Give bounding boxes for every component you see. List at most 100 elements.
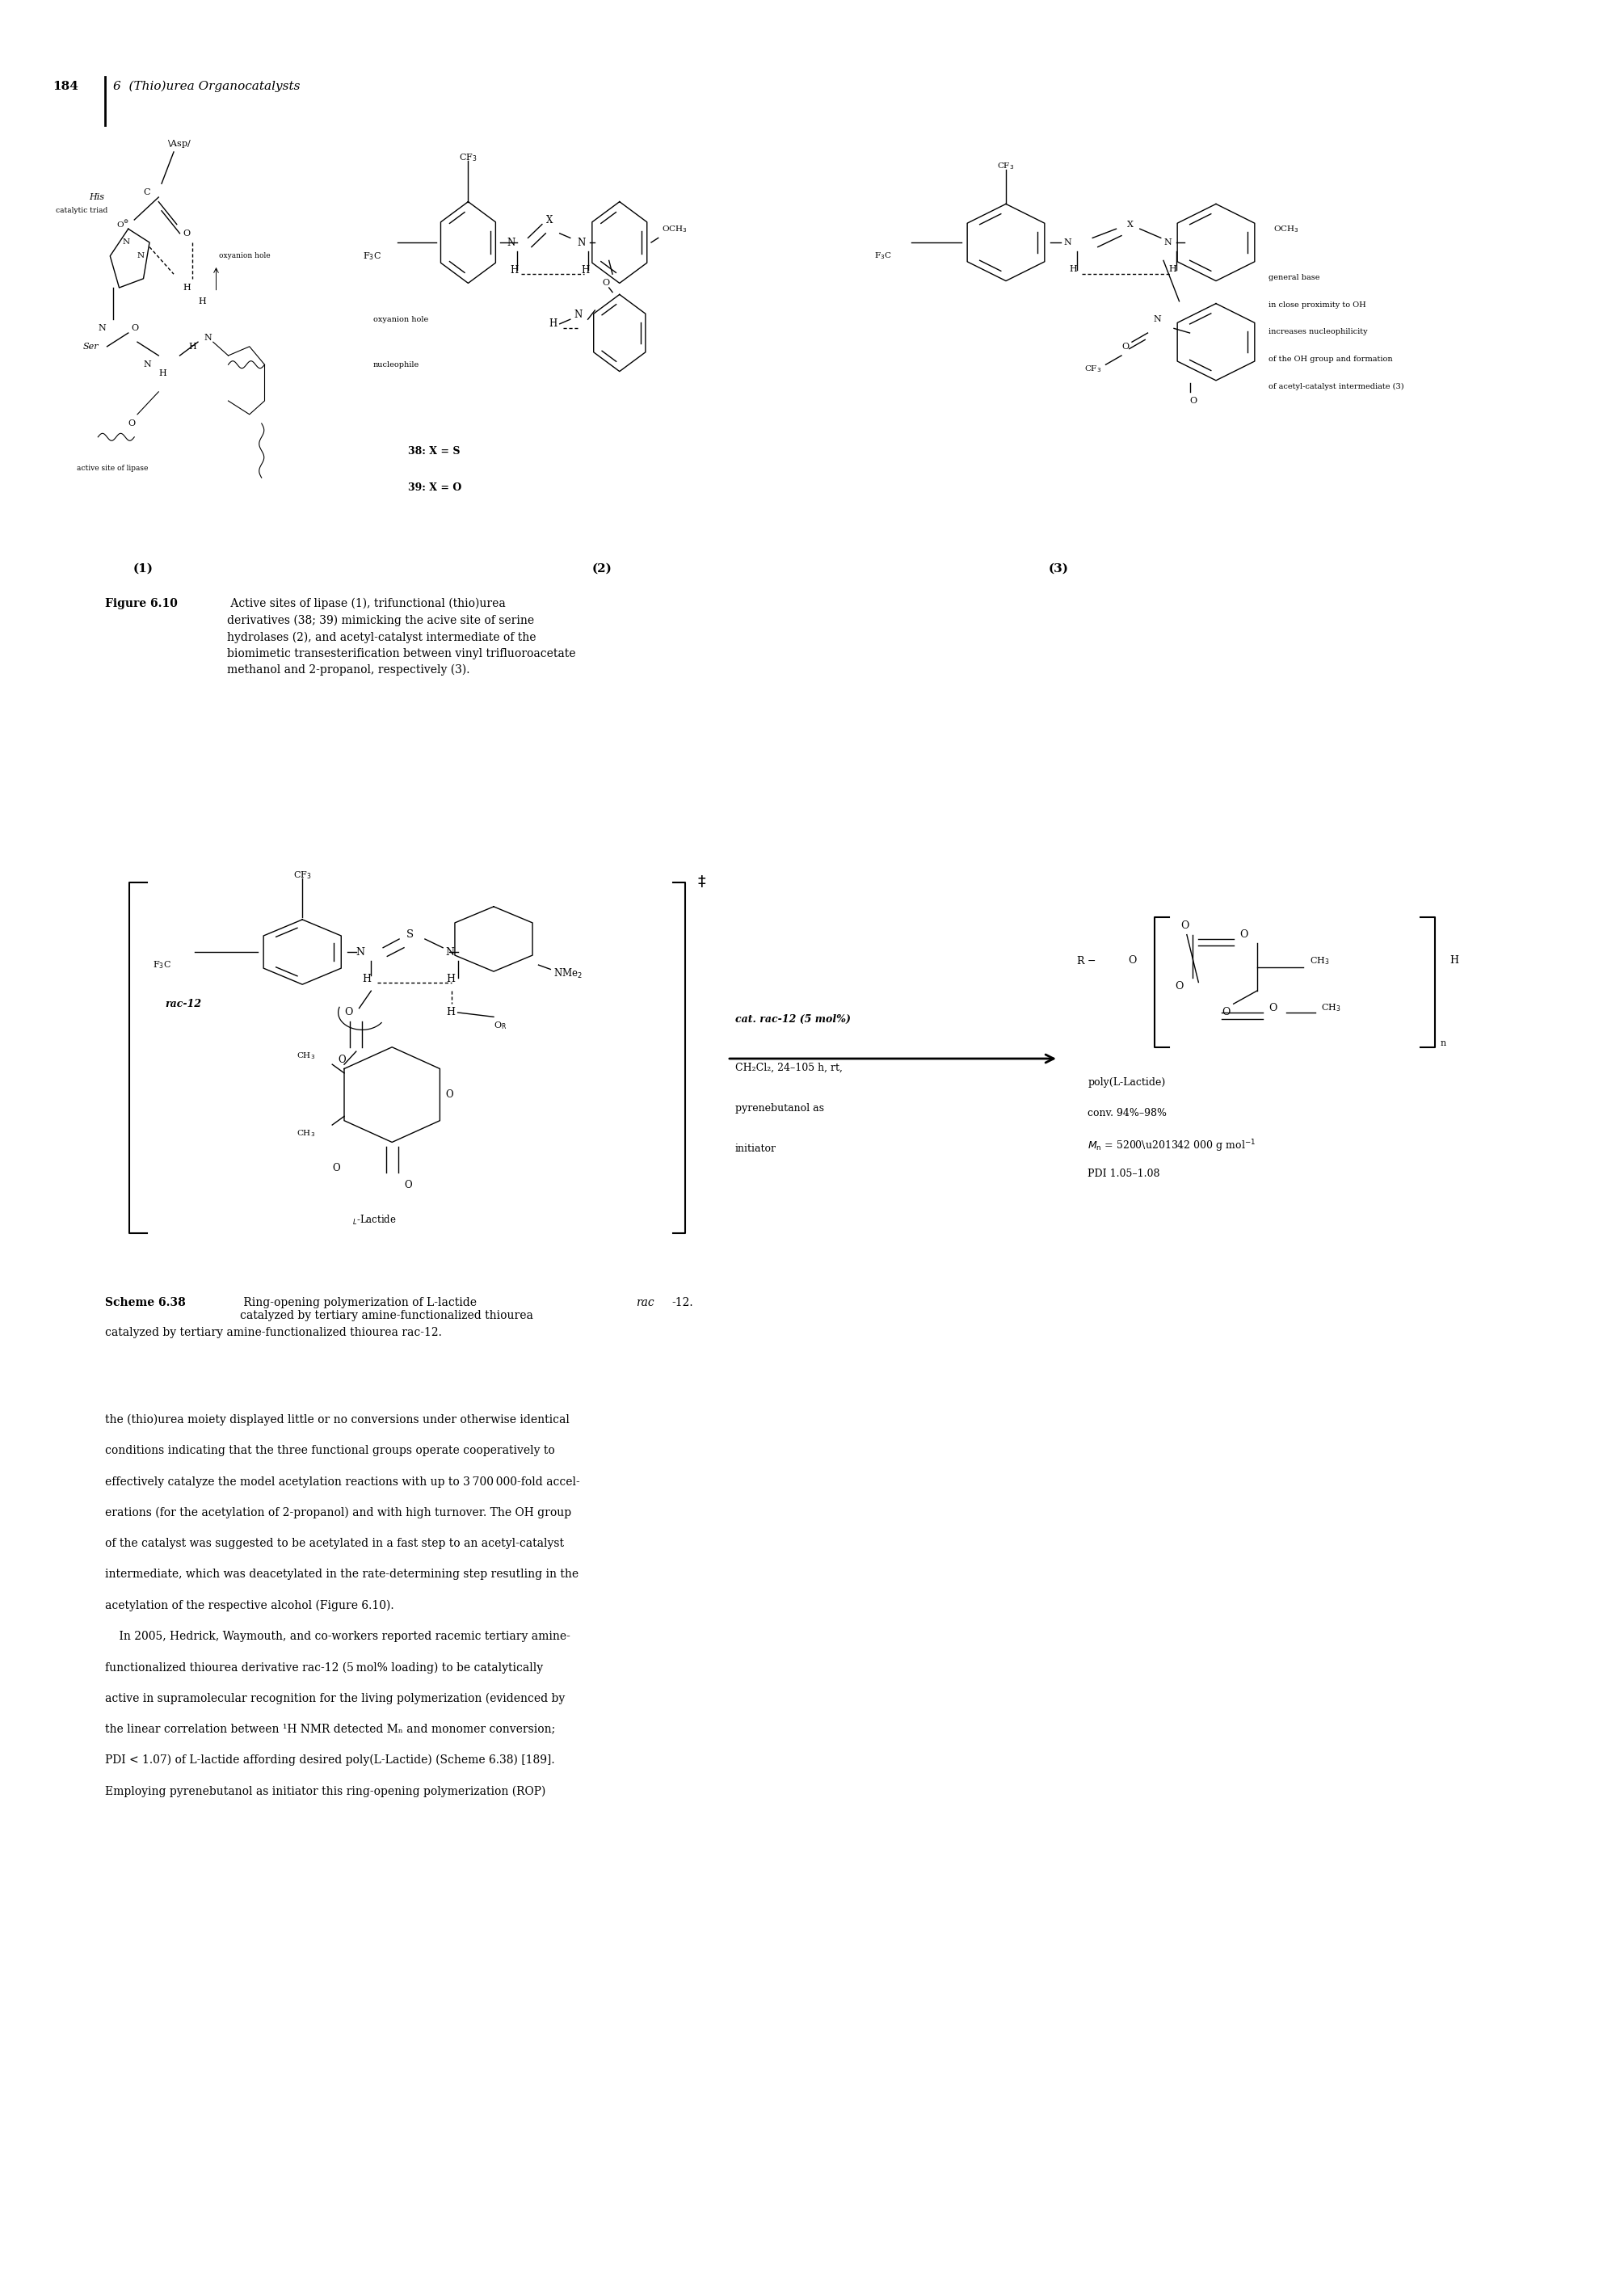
Text: $M_{\rm n}$ = 5200\u201342 000 g mol$^{-1}$: $M_{\rm n}$ = 5200\u201342 000 g mol$^{-… [1088, 1139, 1255, 1155]
Text: nucleophile: nucleophile [374, 362, 419, 369]
Text: O: O [1190, 396, 1197, 406]
Text: general base: general base [1268, 275, 1320, 282]
Text: O: O [1221, 1008, 1231, 1017]
Text: oxyanion hole: oxyanion hole [219, 252, 271, 259]
Text: erations (for the acetylation of 2-propanol) and with high turnover. The OH grou: erations (for the acetylation of 2-propa… [106, 1507, 572, 1519]
Text: N: N [1064, 238, 1072, 247]
Text: H: H [362, 974, 370, 985]
Text: $\backslash$Asp$/$: $\backslash$Asp$/$ [167, 137, 192, 149]
Text: Figure 6.10: Figure 6.10 [106, 598, 177, 609]
Text: O: O [1129, 955, 1137, 967]
Text: CH₂Cl₂, 24–105 h, rt,: CH₂Cl₂, 24–105 h, rt, [736, 1063, 843, 1072]
Text: H: H [159, 369, 166, 378]
Text: Ring-opening polymerization of L-lactide
catalyzed by tertiary amine-functionali: Ring-opening polymerization of L-lactide… [240, 1297, 536, 1322]
Text: functionalized thiourea derivative rac-12 (5 mol% loading) to be catalytically: functionalized thiourea derivative rac-1… [106, 1661, 542, 1672]
Text: intermediate, which was deacetylated in the rate-determining step resutling in t: intermediate, which was deacetylated in … [106, 1569, 578, 1581]
Text: 39: X = O: 39: X = O [408, 483, 461, 493]
Text: O$^{\ominus}$: O$^{\ominus}$ [117, 220, 128, 229]
Text: conv. 94%–98%: conv. 94%–98% [1088, 1107, 1166, 1118]
Text: N: N [447, 946, 455, 958]
Text: CF$_3$: CF$_3$ [1085, 364, 1103, 373]
Text: H: H [1169, 266, 1177, 273]
Text: (3): (3) [1049, 564, 1069, 575]
Text: O: O [128, 419, 136, 428]
Text: rac: rac [637, 1297, 654, 1308]
Text: PDI 1.05–1.08: PDI 1.05–1.08 [1088, 1168, 1160, 1178]
Text: (2): (2) [591, 564, 612, 575]
Text: $\ddagger$: $\ddagger$ [697, 875, 706, 889]
Text: N: N [356, 946, 365, 958]
Text: O: O [338, 1054, 346, 1065]
Text: O: O [344, 1008, 352, 1017]
Text: F$_3$C: F$_3$C [362, 250, 382, 261]
Text: of the OH group and formation: of the OH group and formation [1268, 355, 1393, 362]
Text: O: O [1176, 981, 1184, 992]
Text: H: H [198, 298, 206, 305]
Text: X: X [546, 215, 552, 225]
Text: F$_3$C: F$_3$C [153, 960, 172, 971]
Text: O: O [1268, 1003, 1276, 1013]
Text: H: H [1449, 955, 1458, 967]
Text: In 2005, Hedrick, Waymouth, and co-workers reported racemic tertiary amine-: In 2005, Hedrick, Waymouth, and co-worke… [106, 1631, 570, 1643]
Text: OCH$_3$: OCH$_3$ [1273, 225, 1299, 234]
Text: 38: X = S: 38: X = S [408, 447, 461, 456]
Text: the linear correlation between ¹H NMR detected Mₙ and monomer conversion;: the linear correlation between ¹H NMR de… [106, 1723, 555, 1734]
Text: O: O [1239, 930, 1247, 939]
Text: Employing pyrenebutanol as initiator this ring-opening polymerization (ROP): Employing pyrenebutanol as initiator thi… [106, 1785, 546, 1796]
Text: Active sites of lipase (1), trifunctional (thio)urea
derivatives (38; 39) mimick: Active sites of lipase (1), trifunctiona… [227, 598, 575, 676]
Text: 184: 184 [52, 80, 78, 92]
Text: H: H [549, 318, 557, 330]
Text: His: His [89, 192, 104, 202]
Text: X: X [1127, 220, 1134, 229]
Text: the (thio)urea moiety displayed little or no conversions under otherwise identic: the (thio)urea moiety displayed little o… [106, 1414, 570, 1425]
Text: H: H [447, 1008, 455, 1017]
Text: N: N [205, 334, 211, 341]
Text: catalytic triad: catalytic triad [55, 206, 107, 215]
Text: CH$_3$: CH$_3$ [296, 1052, 315, 1061]
Text: initiator: initiator [736, 1143, 776, 1155]
Text: poly(L-Lactide): poly(L-Lactide) [1088, 1077, 1166, 1088]
Text: Scheme 6.38: Scheme 6.38 [106, 1297, 185, 1308]
Text: active site of lipase: active site of lipase [76, 465, 148, 472]
Text: H: H [188, 341, 197, 351]
Text: acetylation of the respective alcohol (Figure 6.10).: acetylation of the respective alcohol (F… [106, 1599, 395, 1611]
Text: CF$_3$: CF$_3$ [997, 160, 1015, 172]
Text: NMe$_2$: NMe$_2$ [554, 967, 583, 981]
Text: CF$_3$: CF$_3$ [460, 151, 477, 163]
Text: pyrenebutanol as: pyrenebutanol as [736, 1102, 823, 1113]
Text: O: O [404, 1180, 412, 1191]
Text: CH$_3$: CH$_3$ [1320, 1003, 1341, 1015]
Text: C: C [143, 188, 149, 197]
Text: H: H [184, 284, 190, 291]
Text: OCH$_3$: OCH$_3$ [661, 225, 687, 234]
Text: H: H [510, 266, 518, 275]
Text: N: N [122, 238, 130, 245]
Text: effectively catalyze the model acetylation reactions with up to 3 700 000-fold a: effectively catalyze the model acetylati… [106, 1475, 580, 1487]
Text: N: N [1153, 316, 1161, 323]
Text: CF$_3$: CF$_3$ [294, 871, 312, 882]
Text: CH$_3$: CH$_3$ [1309, 955, 1328, 967]
Text: conditions indicating that the three functional groups operate cooperatively to: conditions indicating that the three fun… [106, 1446, 555, 1457]
Text: n: n [1440, 1040, 1447, 1047]
Text: O: O [1181, 921, 1189, 932]
Text: cat. rac-12 (5 mol%): cat. rac-12 (5 mol%) [736, 1015, 851, 1024]
Text: O: O [132, 325, 138, 332]
Text: N: N [97, 325, 106, 332]
Text: H: H [581, 266, 590, 275]
Text: N: N [507, 238, 515, 247]
Text: N: N [1163, 238, 1171, 247]
Text: $_L$-Lactide: $_L$-Lactide [352, 1214, 396, 1226]
Text: H: H [447, 974, 455, 985]
Text: O: O [333, 1164, 339, 1173]
Text: 6  (Thio)urea Organocatalysts: 6 (Thio)urea Organocatalysts [114, 80, 300, 92]
Text: -12.: -12. [672, 1297, 693, 1308]
Text: H: H [1069, 266, 1077, 273]
Text: oxyanion hole: oxyanion hole [374, 316, 429, 323]
Text: R $-$: R $-$ [1077, 955, 1096, 967]
Text: of the catalyst was suggested to be acetylated in a fast step to an acetyl-catal: of the catalyst was suggested to be acet… [106, 1537, 564, 1549]
Text: of acetyl-catalyst intermediate (3): of acetyl-catalyst intermediate (3) [1268, 383, 1403, 389]
Text: increases nucleophilicity: increases nucleophilicity [1268, 328, 1367, 337]
Text: S: S [406, 930, 414, 939]
Text: rac-12: rac-12 [164, 999, 201, 1008]
Text: CH$_3$: CH$_3$ [296, 1129, 315, 1139]
